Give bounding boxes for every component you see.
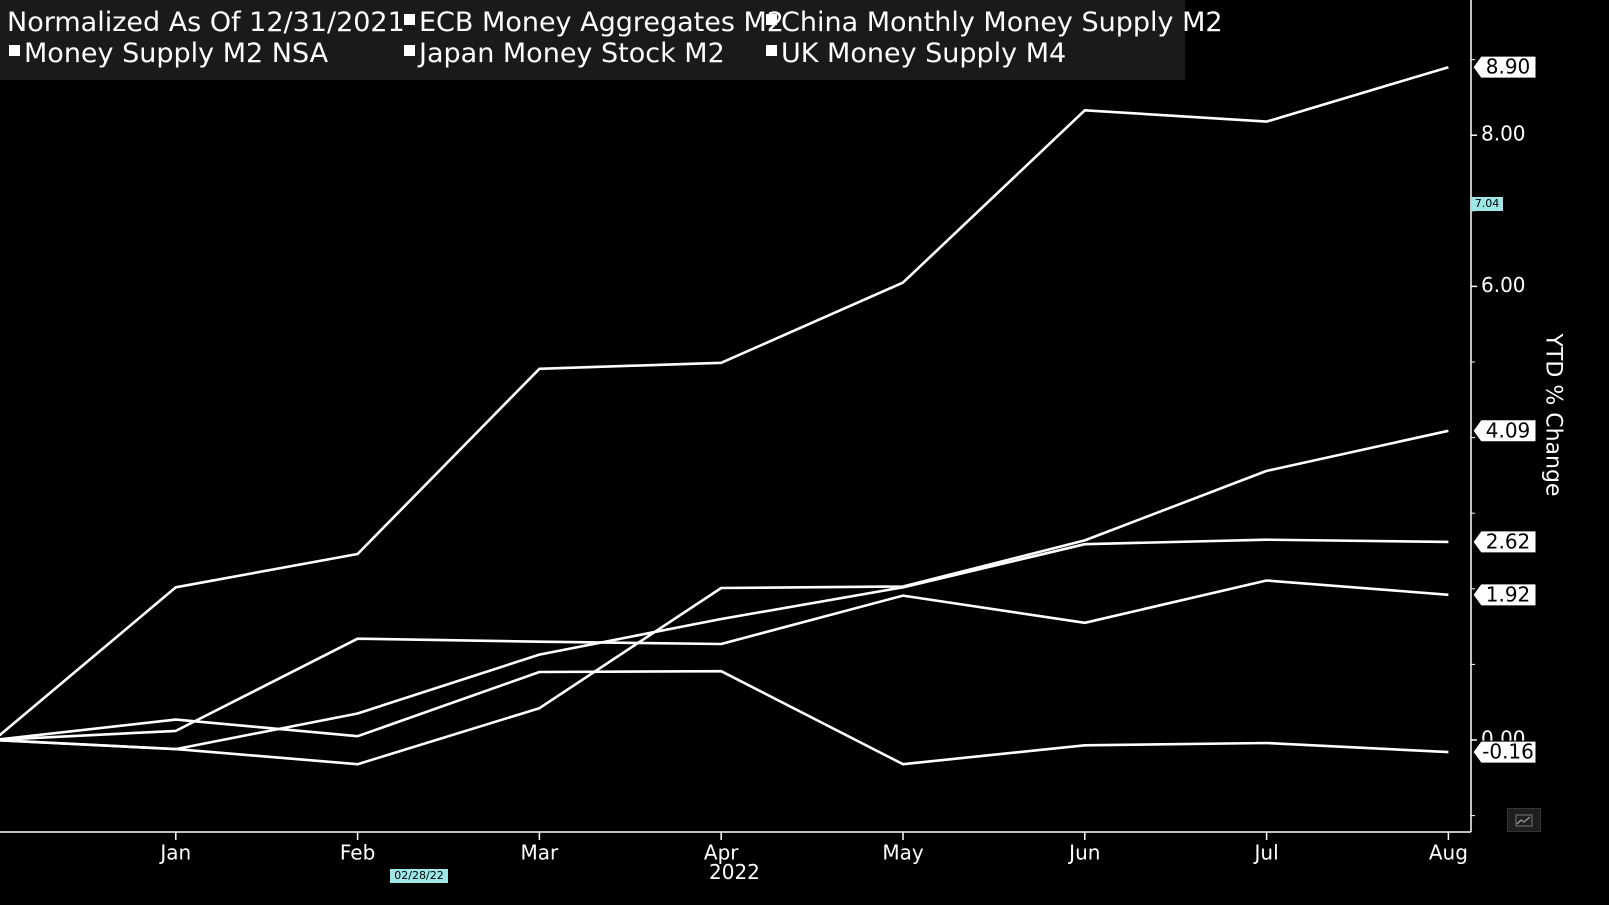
date-cursor-badge: 02/28/22 (390, 869, 448, 883)
value-label-box (1472, 740, 1537, 764)
series-line-0 (0, 538, 1449, 751)
legend-label: ECB Money Aggregates M2 (419, 7, 784, 38)
x-axis-year-label: 2022 (709, 860, 760, 884)
legend-swatch (766, 45, 777, 56)
x-tick-label: May (882, 841, 924, 865)
legend-item-ecb[interactable]: ECB Money Aggregates M2 (404, 8, 784, 38)
value-label-text: 4.09 (1486, 418, 1531, 442)
legend-label: UK Money Supply M4 (781, 38, 1067, 69)
last-value-label: 2.62 (1472, 529, 1537, 554)
x-tick-label: Apr (704, 841, 739, 865)
chart-type-button[interactable] (1507, 808, 1541, 832)
legend-swatch (404, 14, 415, 25)
last-value-label: 8.90 (1472, 55, 1537, 79)
legend-label: Japan Money Stock M2 (419, 38, 725, 69)
value-label-box (1472, 419, 1537, 443)
series-line-3 (0, 579, 1449, 742)
value-label-box (1472, 530, 1537, 554)
last-value-labels: 2.62 8.90 -0.16 1.92 4.09 (1472, 55, 1537, 764)
legend-swatch (9, 45, 20, 56)
legend-swatch (766, 14, 777, 25)
x-tick-label: Jan (158, 841, 191, 865)
y-axis-ticks: 0.006.008.00 (1471, 59, 1526, 817)
x-tick-label: Jun (1067, 841, 1100, 865)
line-chart-icon (1515, 814, 1533, 827)
x-tick-label: Aug (1429, 841, 1468, 865)
legend-item-us-m2[interactable]: Money Supply M2 NSA (9, 39, 328, 69)
value-label-text: 1.92 (1486, 582, 1531, 606)
last-value-label: 1.92 (1472, 582, 1537, 607)
y-tick-label: 6.00 (1481, 273, 1526, 297)
x-axis-ticks: Jan Feb Mar Apr May Jun Jul Aug (158, 832, 1468, 865)
series-line-1 (0, 65, 1449, 737)
value-label-text: 8.90 (1486, 55, 1531, 79)
legend-item-china[interactable]: China Monthly Money Supply M2 (766, 8, 1223, 38)
series-line-2 (0, 669, 1449, 766)
plot-lines (0, 65, 1449, 766)
legend-item-japan[interactable]: Japan Money Stock M2 (404, 39, 725, 69)
value-label-text: -0.16 (1482, 740, 1534, 764)
legend-label: Money Supply M2 NSA (24, 38, 329, 69)
last-value-label: -0.16 (1472, 740, 1537, 764)
series-line-4 (0, 429, 1449, 766)
x-tick-label: Jul (1253, 841, 1279, 865)
legend-label: China Monthly Money Supply M2 (781, 7, 1223, 38)
value-cursor-badge: 7.04 (1471, 197, 1503, 211)
legend-title: Normalized As Of 12/31/2021 (7, 7, 405, 38)
y-tick-label: 8.00 (1481, 122, 1526, 146)
value-label-text: 2.62 (1486, 529, 1531, 553)
legend-item-uk[interactable]: UK Money Supply M4 (766, 39, 1066, 69)
last-value-label: 4.09 (1472, 418, 1537, 443)
y-axis-label: YTD % Change (1540, 333, 1566, 497)
x-tick-label: Feb (340, 841, 375, 865)
legend-swatch (404, 45, 415, 56)
x-tick-label: Mar (521, 841, 560, 865)
value-label-box (1472, 583, 1537, 607)
value-label-box (1472, 55, 1537, 79)
legend: Normalized As Of 12/31/2021 ECB Money Ag… (0, 0, 1223, 80)
